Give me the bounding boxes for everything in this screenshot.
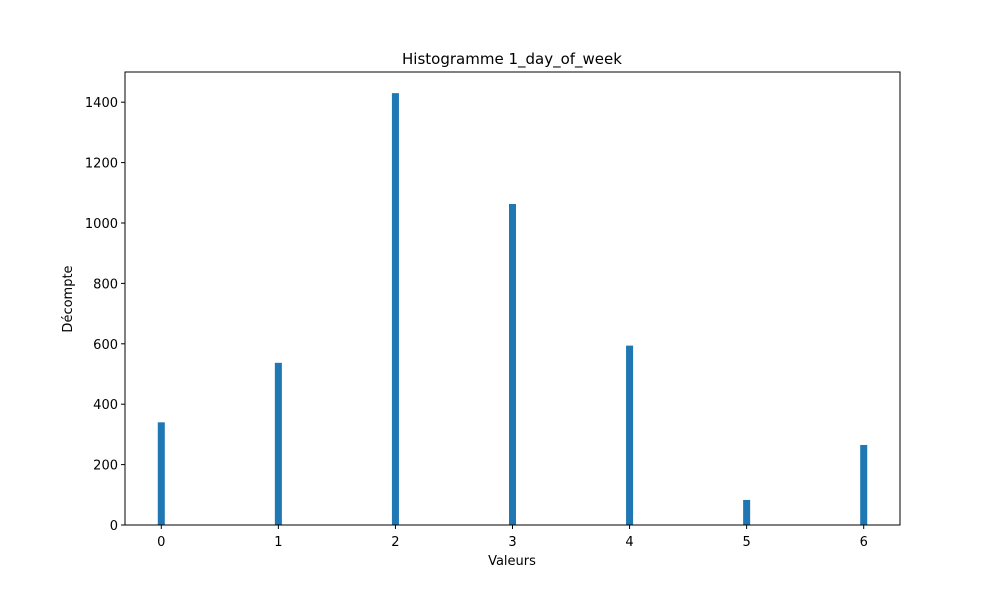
x-axis-ticks: 0 1 2 3 4 5 6: [157, 525, 868, 550]
axes-frame: [124, 71, 901, 526]
y-tick-label: 1000: [85, 217, 118, 232]
y-axis-ticks: 0 200 400 600 800 1000 1200 1400: [85, 96, 125, 534]
histogram-bar-3: [508, 203, 517, 525]
x-tick-label: 0: [157, 535, 165, 550]
y-tick-label: 1400: [85, 96, 118, 111]
x-axis-label: Valeurs: [488, 554, 536, 569]
histogram-bar-5: [743, 499, 751, 525]
x-tick-label: 4: [625, 535, 633, 550]
histogram-bar-4: [626, 345, 634, 525]
bars-group: [157, 93, 868, 525]
x-tick-label: 6: [860, 535, 868, 550]
histogram-bar-0: [157, 422, 165, 525]
histogram-bar-6: [860, 444, 868, 525]
x-tick-label: 2: [391, 535, 399, 550]
y-tick-label: 200: [93, 459, 118, 474]
y-axis-label: Décompte: [61, 265, 76, 332]
y-tick-label: 1200: [85, 157, 118, 172]
chart-title: Histogramme 1_day_of_week: [402, 50, 622, 69]
x-tick-label: 3: [508, 535, 516, 550]
y-tick-label: 400: [93, 398, 118, 413]
y-tick-label: 800: [93, 277, 118, 292]
histogram-bar-1: [274, 362, 282, 525]
y-tick-label: 0: [110, 519, 118, 534]
histogram-bar-2: [391, 93, 399, 525]
x-tick-label: 1: [274, 535, 282, 550]
plot-area: 0 1 2 3 4 5 6 0 200 400 600 800 1000 1200 1400: [85, 71, 901, 550]
x-tick-label: 5: [742, 535, 750, 550]
y-tick-label: 600: [93, 338, 118, 353]
